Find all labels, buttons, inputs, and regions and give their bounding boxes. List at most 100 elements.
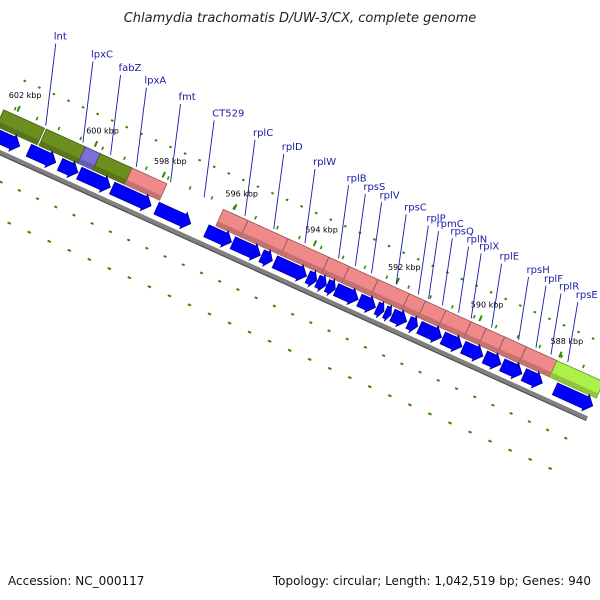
axis-minor-tick <box>472 314 476 319</box>
map-dot <box>254 296 258 300</box>
gene-leader-line <box>203 120 215 198</box>
axis-minor-tick <box>13 106 17 111</box>
map-dot <box>35 197 40 201</box>
map-dot <box>256 185 260 189</box>
axis-minor-tick <box>560 354 564 359</box>
gene-label-rpss: rpsS <box>363 182 385 193</box>
map-dot-rows <box>0 79 595 471</box>
map-dot <box>418 370 422 374</box>
reverse-gene-arrow <box>229 236 261 261</box>
map-dot <box>126 238 131 242</box>
gene-label-fmt: fmt <box>179 92 196 103</box>
genome-summary-text: Topology: circular; Length: 1,042,519 bp… <box>272 574 591 588</box>
forward-gene-shade <box>240 232 283 256</box>
map-dot <box>167 294 172 298</box>
gene-leader-line <box>82 61 94 143</box>
map-dot <box>217 279 222 283</box>
map-dot <box>527 420 532 424</box>
gene-label-lnt: lnt <box>54 32 67 43</box>
reverse-gene-arrow <box>481 350 502 370</box>
gene-leader-line <box>45 43 57 126</box>
gene-leader-line <box>567 302 579 363</box>
gene-leader-line <box>550 293 562 355</box>
forward-gene-shade <box>518 358 552 377</box>
gene-leader-line <box>491 263 502 328</box>
map-dot <box>67 248 72 253</box>
axis-minor-tick <box>363 265 367 270</box>
gene-label-rplx: rplX <box>479 241 499 252</box>
gene-label-lpxa: lpxA <box>144 76 166 87</box>
map-dot <box>460 277 464 281</box>
gene-leader-line <box>458 246 469 313</box>
reverse-gene-arrow <box>0 129 21 152</box>
map-dot <box>407 403 412 407</box>
forward-gene-shade <box>341 278 373 296</box>
map-dot <box>127 276 132 280</box>
map-dot <box>168 145 173 149</box>
map-dot <box>508 448 513 452</box>
reverse-gene-arrow <box>323 277 336 297</box>
map-dot <box>564 436 568 440</box>
map-dot <box>181 263 186 267</box>
map-dot <box>327 329 331 333</box>
gene-label-rpmc: rpmC <box>437 219 464 230</box>
map-title: Chlamydia trachomatis D/UW-3/CX, complet… <box>124 11 477 26</box>
gene-label-rpsc: rpsC <box>404 202 427 213</box>
map-dot <box>533 310 537 314</box>
axis-minor-tick <box>341 255 345 260</box>
axis-minor-tick <box>57 126 61 131</box>
reverse-gene-arrow <box>416 320 443 343</box>
map-dot <box>307 357 312 362</box>
map-dot <box>227 171 231 175</box>
forward-gene-shade <box>418 312 441 327</box>
map-dot <box>247 330 252 334</box>
map-dot <box>47 239 52 243</box>
map-dot <box>37 86 41 89</box>
axis-minor-tick <box>450 304 454 309</box>
map-dot <box>207 312 212 316</box>
map-dot <box>400 362 404 366</box>
map-dot <box>199 271 204 275</box>
reverse-gene-arrow <box>332 283 359 306</box>
forward-gene-shade <box>463 333 481 345</box>
gene-label-rplf: rplF <box>544 274 563 285</box>
map-dot <box>107 266 112 271</box>
map-dot <box>547 317 551 321</box>
map-dot <box>81 105 85 109</box>
map-dot <box>187 303 192 307</box>
map-dot <box>343 224 347 228</box>
map-dot <box>0 180 3 184</box>
map-dot <box>147 285 152 289</box>
reverse-gene-arrow <box>314 273 327 293</box>
map-dot <box>96 112 100 116</box>
map-dot <box>72 213 76 217</box>
map-dot <box>504 297 508 301</box>
gene-leader-line <box>441 238 453 306</box>
map-dot <box>110 119 114 122</box>
axis-tick-label: 594 kbp <box>305 226 338 235</box>
gene-leader-line <box>354 193 366 266</box>
map-dot <box>66 99 71 103</box>
map-dot <box>314 211 318 215</box>
map-dot <box>416 257 420 261</box>
gene-label-rplc: rplC <box>253 128 273 139</box>
map-dot <box>591 337 595 340</box>
reverse-gene-arrow <box>271 255 308 282</box>
gene-label-rpln: rplN <box>467 235 488 246</box>
map-dot <box>345 337 349 341</box>
map-dot <box>270 191 275 195</box>
reverse-gene-arrow <box>373 301 385 318</box>
axis-minor-tick <box>538 344 542 349</box>
axis-minor-tick <box>166 176 170 180</box>
gene-labels: lntlpxCfabZlpxAfmtCT529rplCrplDrplWrplBr… <box>45 32 598 363</box>
gene-label-rpld: rplD <box>282 142 303 153</box>
map-dot <box>436 378 441 382</box>
map-dot <box>198 158 202 162</box>
axis-tick <box>478 315 483 322</box>
gene-leader-line <box>470 253 482 319</box>
axis-tick-label: 590 kbp <box>471 301 504 310</box>
map-dot <box>90 221 94 225</box>
axis-tick <box>558 351 563 358</box>
reverse-gene-arrow <box>499 358 523 380</box>
axis-minor-tick <box>123 156 126 161</box>
